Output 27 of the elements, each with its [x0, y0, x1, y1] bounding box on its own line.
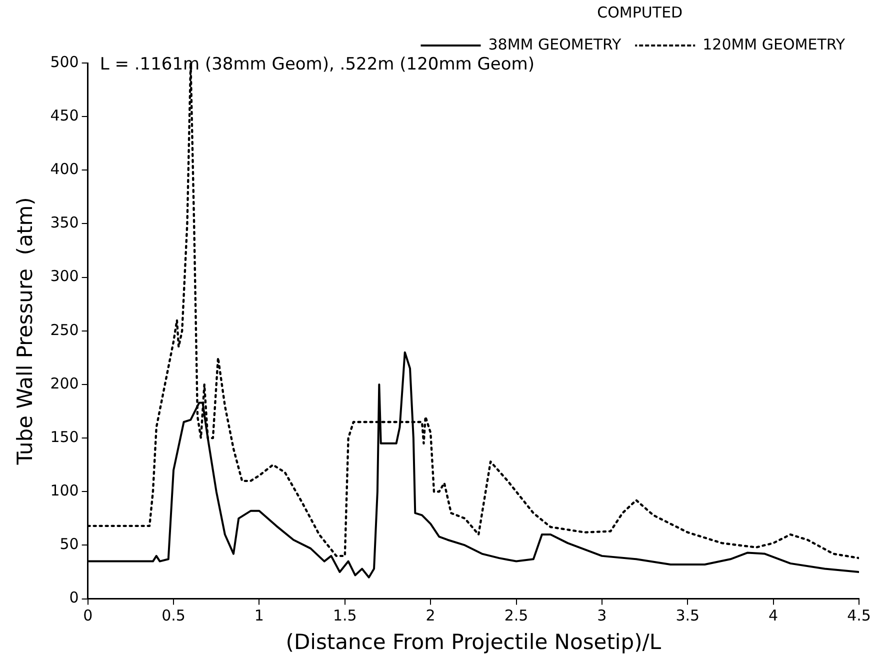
x-tick-label: 3: [597, 606, 607, 625]
x-tick-label: 2: [426, 606, 436, 625]
y-tick-label: 300: [50, 267, 79, 286]
y-tick-label: 0: [69, 588, 79, 607]
y-tick-label: 400: [50, 160, 79, 178]
x-tick-label: 0.5: [162, 606, 186, 625]
x-tick-label: 4.5: [847, 606, 871, 625]
y-axis-title: Tube Wall Pressure (atm): [13, 197, 38, 466]
legend-title: COMPUTED: [597, 3, 683, 22]
x-tick-label: 4: [768, 606, 778, 625]
y-tick-label: 100: [50, 482, 79, 500]
y-tick-label: 150: [50, 428, 79, 446]
y-tick-label: 200: [50, 374, 79, 392]
y-tick-label: 350: [50, 214, 79, 232]
y-tick-label: 450: [50, 106, 79, 124]
x-tick-label: 2.5: [504, 606, 528, 625]
y-tick-label: 500: [50, 52, 79, 71]
x-tick-label: 3.5: [676, 606, 700, 625]
legend-label: 38MM GEOMETRY: [488, 35, 622, 54]
x-tick-label: 0: [83, 606, 93, 625]
annotation: L = .1161m (38mm Geom), .522m (120mm Geom): [100, 54, 534, 74]
y-tick-label: 50: [60, 535, 79, 554]
x-tick-label: 1: [254, 606, 264, 625]
x-tick-label: 1.5: [332, 606, 357, 625]
x-axis-title: (Distance From Projectile Nosetip)/L: [286, 630, 662, 654]
legend-label: 120MM GEOMETRY: [702, 35, 846, 54]
y-tick-label: 250: [50, 320, 79, 339]
